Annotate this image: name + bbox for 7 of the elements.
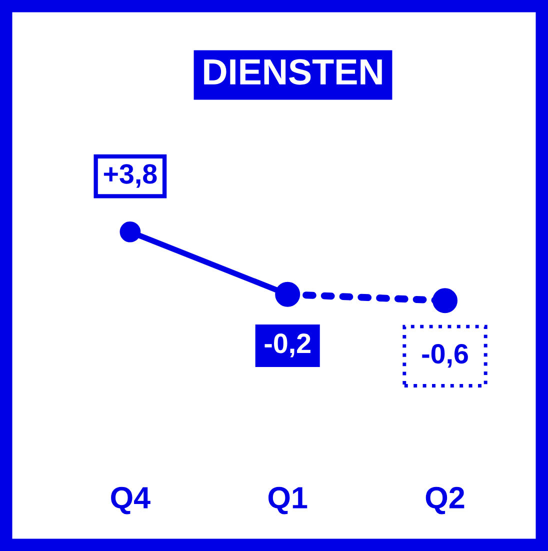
x-tick-label: Q1 bbox=[268, 486, 308, 514]
data-label: +3,8 bbox=[104, 164, 157, 188]
data-label: -0,2 bbox=[264, 334, 310, 358]
chart-title: DIENSTEN bbox=[204, 59, 382, 85]
x-tick-label: Q4 bbox=[111, 486, 150, 514]
x-tick-label: Q2 bbox=[426, 486, 464, 514]
data-label: -0,6 bbox=[422, 344, 468, 368]
